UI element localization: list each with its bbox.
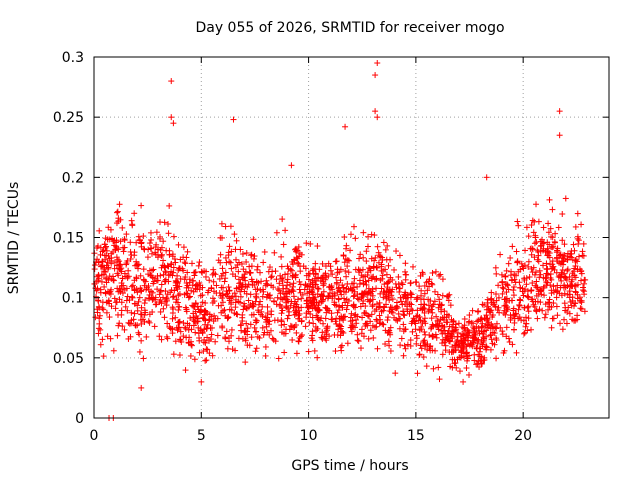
chart-title: Day 055 of 2026, SRMTID for receiver mog…	[195, 20, 504, 36]
